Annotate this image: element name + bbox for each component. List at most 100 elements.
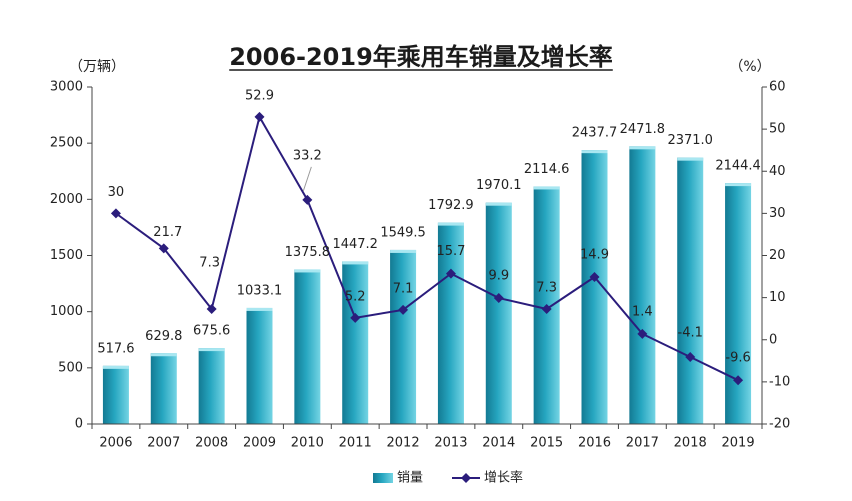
sales-bar-top-highlight xyxy=(581,150,608,154)
sales-data-label: 2144.4 xyxy=(715,159,761,174)
left-y-tick-label: 1500 xyxy=(50,248,83,263)
sales-bar xyxy=(294,269,321,424)
sales-bar xyxy=(246,307,273,424)
right-y-tick-label: 60 xyxy=(769,80,786,95)
sales-bar xyxy=(437,222,464,424)
sales-data-label: 2114.6 xyxy=(524,162,570,177)
growth-point-marker xyxy=(493,293,504,304)
growth-data-label: 9.9 xyxy=(488,269,509,284)
left-y-tick-label: 0 xyxy=(75,417,83,432)
legend-label-growth: 增长率 xyxy=(484,470,523,486)
sales-data-label: 1792.9 xyxy=(428,198,474,213)
x-tick-label: 2011 xyxy=(339,436,372,451)
growth-data-label: 14.9 xyxy=(580,247,609,262)
growth-point-marker xyxy=(206,303,217,314)
x-tick-label: 2017 xyxy=(626,436,659,451)
right-y-tick-label: 10 xyxy=(769,290,786,305)
sales-data-label: 1970.1 xyxy=(476,178,522,193)
sales-bar-top-highlight xyxy=(629,146,656,150)
growth-data-label: 15.7 xyxy=(436,244,465,259)
right-y-tick-label: 20 xyxy=(769,248,786,263)
growth-data-label: 1.4 xyxy=(632,304,653,319)
growth-point-marker xyxy=(445,268,456,279)
x-tick-label: 2019 xyxy=(722,436,755,451)
sales-data-label: 675.6 xyxy=(193,324,230,339)
growth-point-marker xyxy=(302,194,313,205)
legend-item-growth: 增长率 xyxy=(452,470,523,486)
sales-data-label: 2371.0 xyxy=(667,133,713,148)
sales-bar-top-highlight xyxy=(150,353,177,357)
label-leader-line xyxy=(302,166,312,192)
right-y-tick-label: 30 xyxy=(769,206,786,221)
growth-point-marker xyxy=(541,303,552,314)
sales-bar xyxy=(342,261,369,424)
sales-data-label: 1033.1 xyxy=(237,283,283,298)
growth-data-label: -9.6 xyxy=(725,351,750,366)
right-axis-unit-label: （%） xyxy=(729,59,770,75)
growth-point-marker xyxy=(637,328,648,339)
growth-point-marker xyxy=(254,111,265,122)
x-tick-label: 2009 xyxy=(243,436,276,451)
growth-data-label: 7.1 xyxy=(393,281,414,296)
right-y-tick-label: 0 xyxy=(769,332,777,347)
sales-data-label: 517.6 xyxy=(97,341,134,356)
sales-bar-top-highlight xyxy=(485,202,512,206)
sales-bar-top-highlight xyxy=(246,307,273,311)
growth-point-marker xyxy=(733,375,744,386)
left-y-tick-label: 1000 xyxy=(50,304,83,319)
legend: 销量 增长率 xyxy=(373,470,523,486)
sales-bars xyxy=(102,146,752,425)
growth-data-label: 5.2 xyxy=(345,289,366,304)
sales-bar-top-highlight xyxy=(102,365,129,369)
sales-bar-top-highlight xyxy=(437,222,464,226)
growth-point-marker xyxy=(158,243,169,254)
left-y-tick-label: 2000 xyxy=(50,192,83,207)
right-y-tick-label: 40 xyxy=(769,164,786,179)
growth-data-label: 21.7 xyxy=(153,225,182,240)
x-tick-label: 2008 xyxy=(195,436,228,451)
growth-data-label: 7.3 xyxy=(536,280,557,295)
right-y-tick-label: 50 xyxy=(769,122,786,137)
left-axis-unit-label: （万辆） xyxy=(69,59,125,75)
sales-bar xyxy=(198,348,225,424)
sales-bar-top-highlight xyxy=(533,186,560,190)
sales-data-label: 2437.7 xyxy=(572,126,618,141)
growth-data-label: 33.2 xyxy=(293,148,322,163)
growth-point-marker xyxy=(685,352,696,363)
growth-line-series xyxy=(110,111,744,386)
legend-swatch-growth-marker xyxy=(461,473,471,483)
sales-data-label: 629.8 xyxy=(145,329,182,344)
sales-data-label: 1447.2 xyxy=(332,237,378,252)
sales-bar-top-highlight xyxy=(390,249,417,253)
axes: 0 500 1000 1500 2000 2500 3000 -20 -10 0 10 20 30 40 5… xyxy=(50,80,790,451)
growth-data-label: 7.3 xyxy=(199,255,220,270)
x-tick-label: 2012 xyxy=(387,436,420,451)
sales-bar-top-highlight xyxy=(677,157,704,161)
x-tick-label: 2007 xyxy=(147,436,180,451)
left-y-tick-label: 500 xyxy=(58,360,83,375)
x-tick-label: 2013 xyxy=(434,436,467,451)
sales-data-label: 1375.8 xyxy=(285,245,331,260)
growth-point-marker xyxy=(589,271,600,282)
sales-bar-top-highlight xyxy=(342,261,369,265)
sales-bar-top-highlight xyxy=(198,348,225,352)
right-y-tick-label: -20 xyxy=(769,417,790,432)
sales-bar xyxy=(485,202,512,424)
right-y-tick-label: -10 xyxy=(769,374,790,389)
x-tick-label: 2010 xyxy=(291,436,324,451)
x-tick-label: 2015 xyxy=(530,436,563,451)
growth-data-label: 30 xyxy=(108,185,125,200)
sales-bar xyxy=(677,157,704,425)
chart-title: 2006-2019年乘用车销量及增长率 xyxy=(229,43,613,71)
growth-line xyxy=(115,115,739,382)
sales-data-label: 1549.5 xyxy=(380,225,426,240)
growth-point-marker xyxy=(110,208,121,219)
sales-bar xyxy=(102,365,129,424)
growth-point-marker xyxy=(350,312,361,323)
sales-bar-top-highlight xyxy=(725,183,752,187)
legend-swatch-sales xyxy=(373,473,393,483)
x-tick-label: 2018 xyxy=(674,436,707,451)
x-tick-label: 2014 xyxy=(482,436,515,451)
